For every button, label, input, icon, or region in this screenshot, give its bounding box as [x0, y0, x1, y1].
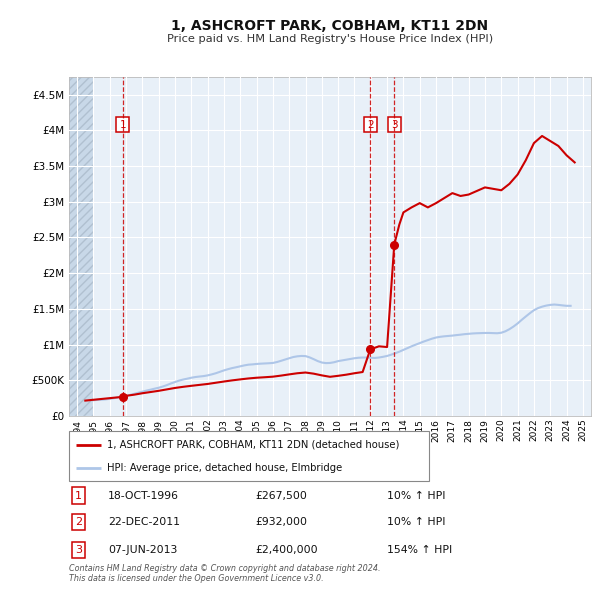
Text: 1, ASHCROFT PARK, COBHAM, KT11 2DN (detached house): 1, ASHCROFT PARK, COBHAM, KT11 2DN (deta… [107, 440, 399, 450]
Text: 3: 3 [391, 120, 398, 130]
Text: 10% ↑ HPI: 10% ↑ HPI [387, 491, 445, 500]
Text: £932,000: £932,000 [255, 517, 307, 527]
Text: 3: 3 [75, 545, 82, 555]
Text: 1, ASHCROFT PARK, COBHAM, KT11 2DN: 1, ASHCROFT PARK, COBHAM, KT11 2DN [172, 19, 488, 33]
Text: Price paid vs. HM Land Registry's House Price Index (HPI): Price paid vs. HM Land Registry's House … [167, 34, 493, 44]
Text: 2: 2 [75, 517, 82, 527]
Bar [69, 77, 94, 416]
Text: 1: 1 [119, 120, 126, 130]
Text: 18-OCT-1996: 18-OCT-1996 [108, 491, 179, 500]
Text: £267,500: £267,500 [255, 491, 307, 500]
Text: HPI: Average price, detached house, Elmbridge: HPI: Average price, detached house, Elmb… [107, 463, 342, 473]
FancyBboxPatch shape [69, 431, 429, 481]
Text: 07-JUN-2013: 07-JUN-2013 [108, 545, 178, 555]
Text: 10% ↑ HPI: 10% ↑ HPI [387, 517, 445, 527]
Text: 22-DEC-2011: 22-DEC-2011 [108, 517, 180, 527]
Text: £2,400,000: £2,400,000 [255, 545, 317, 555]
Text: 2: 2 [367, 120, 374, 130]
Text: 1: 1 [75, 491, 82, 500]
Text: Contains HM Land Registry data © Crown copyright and database right 2024.
This d: Contains HM Land Registry data © Crown c… [69, 563, 380, 583]
Text: 154% ↑ HPI: 154% ↑ HPI [387, 545, 452, 555]
